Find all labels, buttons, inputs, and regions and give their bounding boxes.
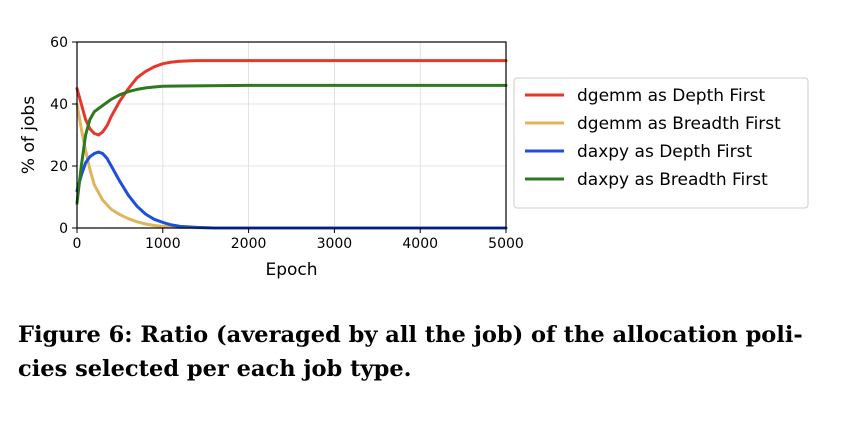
x-axis-label: Epoch	[265, 260, 317, 280]
figure-caption: Figure 6: Ratio (averaged by all the job…	[18, 318, 828, 386]
line-chart: 0 1000 2000 3000 4000 5000 0 20 40 60 Epoch % of…	[19, 35, 809, 280]
y-axis: 0 20 40 60	[50, 35, 77, 237]
grid	[76, 41, 507, 229]
series-line-3	[75, 150, 508, 230]
caption-line-1: Figure 6: Ratio (averaged by all the job…	[18, 322, 803, 348]
x-tick-label: 2000	[231, 236, 267, 252]
legend-label-1: dgemm as Depth First	[577, 86, 766, 106]
x-tick-label: 1000	[145, 236, 181, 252]
series-line-1	[75, 59, 508, 137]
x-tick-label: 4000	[402, 236, 438, 252]
y-axis-label: % of jobs	[19, 96, 39, 174]
x-axis: 0 1000 2000 3000 4000 5000	[73, 228, 524, 252]
y-tick-label: 0	[59, 221, 68, 237]
y-tick-label: 60	[50, 35, 68, 51]
x-tick-label: 5000	[488, 236, 524, 252]
x-tick-label: 3000	[317, 236, 353, 252]
legend-label-2: dgemm as Breadth First	[577, 114, 781, 134]
x-tick-label: 0	[73, 236, 82, 252]
y-tick-label: 20	[50, 159, 68, 175]
plot-frame	[76, 41, 507, 229]
series-line-4	[75, 83, 508, 205]
legend-label-4: daxpy as Breadth First	[577, 170, 768, 190]
caption-line-2: cies selected per each job type.	[18, 356, 412, 382]
series-group	[75, 59, 508, 230]
legend: dgemm as Depth First dgemm as Breadth Fir…	[513, 77, 809, 209]
y-tick-label: 40	[50, 97, 68, 113]
legend-box	[513, 77, 809, 209]
legend-label-3: daxpy as Depth First	[577, 142, 752, 162]
